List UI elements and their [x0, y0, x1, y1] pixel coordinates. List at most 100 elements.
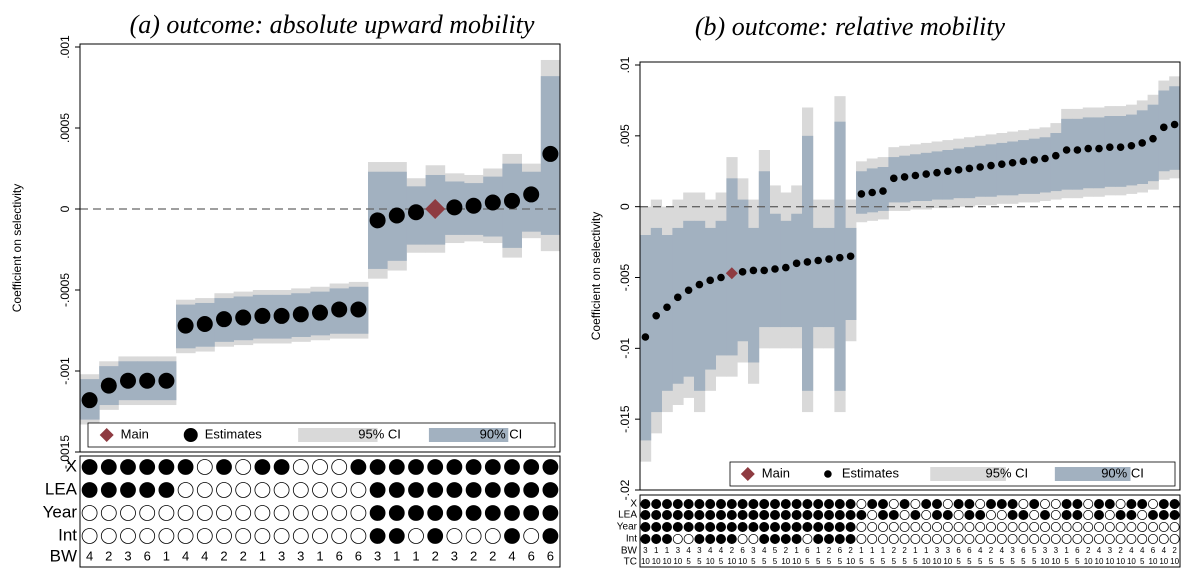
- spec-value: 5: [762, 557, 767, 566]
- spec-dot: [542, 482, 559, 498]
- spec-dot: [504, 482, 520, 498]
- spec-dot: [910, 534, 921, 545]
- spec-value: 6: [528, 548, 535, 563]
- spec-value: 1: [412, 548, 419, 563]
- estimate-dot: [706, 276, 714, 285]
- spec-dot: [932, 498, 943, 509]
- spec-dot: [273, 505, 290, 521]
- spec-value: 2: [1118, 546, 1123, 555]
- estimate-dot: [900, 173, 909, 181]
- spec-dot: [845, 509, 856, 520]
- spec-dot: [235, 505, 252, 521]
- spec-dot: [791, 509, 802, 520]
- spec-dot: [996, 509, 1007, 520]
- spec-dot: [759, 522, 770, 533]
- spec-value: 10: [1105, 557, 1114, 566]
- spec-dot: [672, 534, 683, 545]
- spec-dot: [910, 509, 921, 520]
- spec-value: 10: [781, 557, 790, 566]
- plot-frame: [79, 43, 561, 453]
- spec-dot: [770, 509, 781, 520]
- spec-row-label: Year: [43, 502, 78, 521]
- spec-dot: [932, 522, 943, 533]
- y-tick-label: -.02: [618, 479, 632, 500]
- spec-value: 4: [201, 548, 208, 563]
- spec-dot: [331, 505, 348, 521]
- spec-dot: [770, 522, 781, 533]
- spec-dot: [254, 505, 271, 521]
- spec-dot: [845, 534, 856, 545]
- spec-dot: [1094, 509, 1105, 520]
- spec-dot: [216, 528, 232, 544]
- spec-value: 5: [1032, 557, 1037, 566]
- spec-value: 2: [240, 548, 247, 563]
- spec-value: 3: [278, 548, 285, 563]
- estimate-dot: [792, 259, 801, 268]
- ci-bar: [964, 147, 976, 199]
- spec-value: 10: [1170, 557, 1179, 566]
- indicator-frame: [639, 494, 1181, 568]
- spec-dot: [683, 522, 694, 533]
- spec-dot: [888, 522, 899, 533]
- spec-dot: [683, 509, 694, 520]
- spec-dot: [824, 522, 835, 533]
- spec-dot: [139, 505, 156, 521]
- spec-dot: [964, 498, 975, 509]
- spec-dot: [651, 534, 662, 545]
- spec-dot: [1029, 509, 1040, 520]
- ci-bar: [1061, 118, 1073, 190]
- spec-dot: [748, 522, 759, 533]
- spec-value: 5: [1021, 557, 1026, 566]
- spec-value: 3: [124, 548, 131, 563]
- spec-dot: [802, 498, 813, 509]
- spec-dot: [273, 528, 290, 544]
- spec-value: 1: [1064, 546, 1069, 555]
- ci-bar: [726, 178, 738, 356]
- spec-value: 5: [1064, 557, 1069, 566]
- legend-ci-swatch: [298, 428, 378, 442]
- spec-value: 3: [697, 546, 702, 555]
- spec-dot: [910, 498, 921, 509]
- spec-dot: [1148, 498, 1159, 509]
- spec-value: 4: [1097, 546, 1102, 555]
- spec-value: 1: [794, 546, 799, 555]
- spec-dot: [1007, 522, 1018, 533]
- spec-value: 6: [1075, 546, 1080, 555]
- spec-dot: [964, 534, 975, 545]
- spec-dot: [1040, 522, 1051, 533]
- spec-dot: [878, 498, 889, 509]
- spec-dot: [856, 534, 867, 545]
- spec-dot: [1158, 522, 1169, 533]
- spec-dot: [802, 534, 813, 545]
- spec-dot: [1104, 534, 1115, 545]
- spec-value: 4: [686, 546, 691, 555]
- spec-dot: [216, 505, 232, 521]
- estimate-dot: [1138, 139, 1146, 147]
- ci-bar: [1018, 140, 1030, 194]
- spec-value: 2: [220, 548, 227, 563]
- spec-dot: [759, 498, 770, 509]
- estimate-dot: [100, 377, 117, 394]
- estimate-dot: [814, 256, 822, 265]
- ci-bar: [1050, 133, 1062, 192]
- spec-dot: [964, 522, 975, 533]
- spec-value: 1: [163, 548, 170, 563]
- spec-dot: [1040, 509, 1051, 520]
- spec-dot: [350, 459, 367, 475]
- spec-dot: [888, 498, 899, 509]
- ci-bar: [845, 227, 857, 320]
- spec-row-label: X: [66, 456, 77, 475]
- spec-dot: [867, 498, 878, 509]
- ci-bar: [974, 145, 986, 197]
- spec-dot: [737, 522, 748, 533]
- spec-value: 5: [892, 557, 897, 566]
- estimate-dot: [1116, 143, 1125, 151]
- ci-bar: [715, 220, 727, 356]
- spec-dot: [651, 509, 662, 520]
- spec-dot: [780, 522, 791, 533]
- spec-dot: [465, 505, 482, 521]
- spec-dot: [1061, 534, 1072, 545]
- spec-dot: [1018, 498, 1029, 509]
- spec-dot: [1169, 534, 1180, 545]
- spec-dot: [834, 522, 845, 533]
